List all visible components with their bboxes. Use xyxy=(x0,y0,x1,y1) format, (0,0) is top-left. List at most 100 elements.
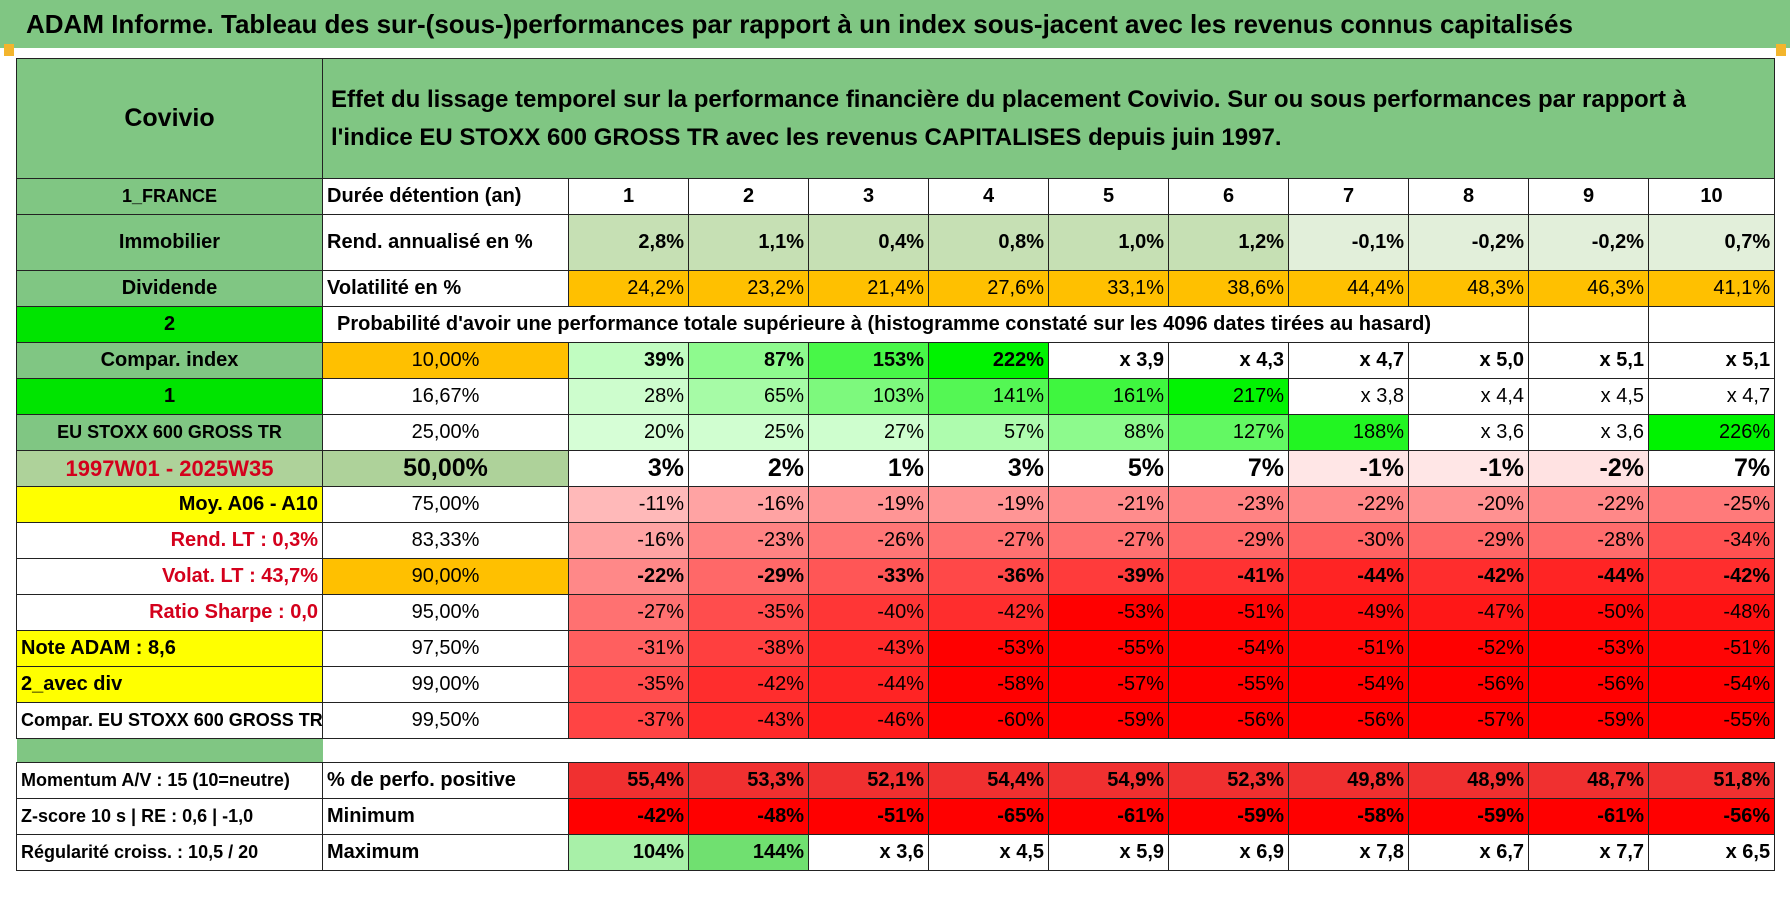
percentile-label: 10,00% xyxy=(322,342,569,379)
number-label: 2 xyxy=(16,306,323,343)
percentile-value: -43% xyxy=(808,630,929,667)
percentile-value: -39% xyxy=(1048,558,1169,595)
percentile-value: -26% xyxy=(808,522,929,559)
year-header: 8 xyxy=(1408,178,1529,215)
percentile-row: Rend. LT : 0,3% 83,33% -16% -23% -26% -27% -27… xyxy=(16,522,1776,559)
percentile-row: 1997W01 - 2025W35 50,00% 3% 2% 1% 3% 5% 7% -1% -1… xyxy=(16,450,1776,487)
percentile-value: -44% xyxy=(1288,558,1409,595)
percentile-label: 90,00% xyxy=(322,558,569,595)
percentile-value: 226% xyxy=(1647,414,1776,451)
percentile-value: 25% xyxy=(688,414,809,451)
stats-label: Maximum xyxy=(322,834,569,871)
percentile-value: -40% xyxy=(808,594,929,631)
year-header: 3 xyxy=(808,178,929,215)
percentile-value: -35% xyxy=(568,666,689,703)
percentile-value: -56% xyxy=(1408,666,1529,703)
percentile-value: x 5,1 xyxy=(1647,342,1776,379)
percentile-label: 16,67% xyxy=(322,378,569,415)
percentile-value: -54% xyxy=(1647,666,1776,703)
spacer-cell xyxy=(322,738,1775,763)
percentile-label: 75,00% xyxy=(322,486,569,523)
rend-value: 1,1% xyxy=(688,214,809,271)
percentile-value: -23% xyxy=(1168,486,1289,523)
stats-row: Momentum A/V : 15 (10=neutre)% de perfo.… xyxy=(16,762,1776,799)
side-label-compar: Compar. index xyxy=(16,342,323,379)
stats-value: 53,3% xyxy=(688,762,809,799)
percentile-value: 153% xyxy=(808,342,929,379)
percentile-value: 27% xyxy=(808,414,929,451)
percentile-label: 83,33% xyxy=(322,522,569,559)
percentile-value: x 5,0 xyxy=(1408,342,1529,379)
volat-value: 38,6% xyxy=(1168,270,1289,307)
volat-value: 33,1% xyxy=(1048,270,1169,307)
percentile-row: Compar. EU STOXX 600 GROSS TR 99,50% -37% -… xyxy=(16,702,1776,739)
percentile-value: -57% xyxy=(1048,666,1169,703)
percentile-value: -29% xyxy=(1168,522,1289,559)
stats-row: Régularité croiss. : 10,5 / 20 Maximum 104… xyxy=(16,834,1776,871)
volat-value: 41,1% xyxy=(1647,270,1776,307)
percentile-value: -19% xyxy=(928,486,1049,523)
percentile-value: 39% xyxy=(568,342,689,379)
percentile-value: -31% xyxy=(568,630,689,667)
percentile-value: 28% xyxy=(568,378,689,415)
stats-value: x 3,6 xyxy=(808,834,929,871)
percentile-label: 97,50% xyxy=(322,630,569,667)
spacer-row xyxy=(16,738,1775,763)
percentile-value: 127% xyxy=(1168,414,1289,451)
percentile-row: Compar. index 10,00% 39% 87% 153% 222% x 3,9 x … xyxy=(16,342,1776,379)
percentile-value: -42% xyxy=(928,594,1049,631)
rend-value: 0,4% xyxy=(808,214,929,271)
percentile-value: -22% xyxy=(1528,486,1649,523)
percentile-value: -58% xyxy=(928,666,1049,703)
percentile-label: 99,50% xyxy=(322,702,569,739)
percentile-value: 2% xyxy=(688,450,809,487)
stats-label: % de perfo. positive xyxy=(322,762,569,799)
stats-value: 52,3% xyxy=(1168,762,1289,799)
percentile-value: -33% xyxy=(808,558,929,595)
percentile-value: -54% xyxy=(1168,630,1289,667)
percentile-row: Note ADAM : 8,6 97,50% -31% -38% -43% -53% -55… xyxy=(16,630,1776,667)
stats-value: 52,1% xyxy=(808,762,929,799)
rend-value: 2,8% xyxy=(568,214,689,271)
percentile-value: -28% xyxy=(1528,522,1649,559)
percentile-value: 87% xyxy=(688,342,809,379)
percentile-value: -43% xyxy=(688,702,809,739)
side-label-volat-lt: Volat. LT : 43,7% xyxy=(16,558,323,595)
percentile-value: -27% xyxy=(568,594,689,631)
corner-marker xyxy=(1776,44,1786,56)
percentile-value: -54% xyxy=(1288,666,1409,703)
percentile-value: 20% xyxy=(568,414,689,451)
percentile-row: 2_avec div 99,00% -35% -42% -44% -58% -57% -55%… xyxy=(16,666,1776,703)
percentile-value: -42% xyxy=(1408,558,1529,595)
percentile-value: 7% xyxy=(1647,450,1776,487)
stats-value: -56% xyxy=(1647,798,1776,835)
year-header: 2 xyxy=(688,178,809,215)
percentile-value: -46% xyxy=(808,702,929,739)
percentile-value: 88% xyxy=(1048,414,1169,451)
stats-value: -61% xyxy=(1528,798,1649,835)
volat-label: Volatilité en % xyxy=(322,270,569,307)
percentile-value: x 4,7 xyxy=(1647,378,1776,415)
percentile-value: -51% xyxy=(1288,630,1409,667)
empty-cell xyxy=(1647,306,1776,343)
stats-value: 54,4% xyxy=(928,762,1049,799)
percentile-row: Moy. A06 - A10 75,00% -11% -16% -19% -19% -21%… xyxy=(16,486,1776,523)
side-label-rend-lt: Rend. LT : 0,3% xyxy=(16,522,323,559)
stats-value: -48% xyxy=(688,798,809,835)
percentile-value: -53% xyxy=(1048,594,1169,631)
report-title: ADAM Informe. Tableau des sur-(sous-)per… xyxy=(0,0,1790,48)
performance-table: Covivio Effet du lissage temporel sur la… xyxy=(16,58,1776,871)
percentile-value: x 4,7 xyxy=(1288,342,1409,379)
volat-value: 23,2% xyxy=(688,270,809,307)
type-label: Dividende xyxy=(16,270,323,307)
percentile-value: x 4,3 xyxy=(1168,342,1289,379)
percentile-value: -29% xyxy=(688,558,809,595)
side-label-zscore: Z-score 10 s | RE : 0,6 | -1,0 xyxy=(16,798,323,835)
percentile-value: -21% xyxy=(1048,486,1169,523)
percentile-value: -27% xyxy=(1048,522,1169,559)
percentile-value: -20% xyxy=(1408,486,1529,523)
percentile-value: 222% xyxy=(928,342,1049,379)
side-label-momentum: Momentum A/V : 15 (10=neutre) xyxy=(16,762,323,799)
probability-label: Probabilité d'avoir une performance tota… xyxy=(322,306,1529,343)
percentile-value: -60% xyxy=(928,702,1049,739)
